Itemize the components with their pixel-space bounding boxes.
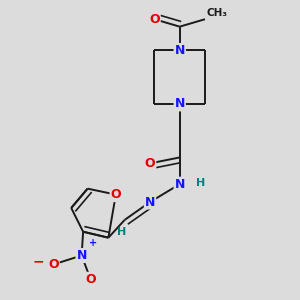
Text: N: N [175, 44, 185, 57]
Text: N: N [175, 178, 185, 191]
Text: H: H [196, 178, 205, 188]
Text: CH₃: CH₃ [206, 8, 227, 18]
Text: N: N [145, 196, 155, 208]
Text: O: O [149, 13, 160, 26]
Text: O: O [110, 188, 121, 201]
Text: −: − [33, 254, 44, 268]
Text: H: H [117, 227, 126, 237]
Text: N: N [175, 98, 185, 110]
Text: +: + [89, 238, 97, 248]
Text: N: N [76, 249, 87, 262]
Text: O: O [145, 157, 155, 170]
Text: O: O [48, 258, 59, 271]
Text: O: O [85, 273, 96, 286]
